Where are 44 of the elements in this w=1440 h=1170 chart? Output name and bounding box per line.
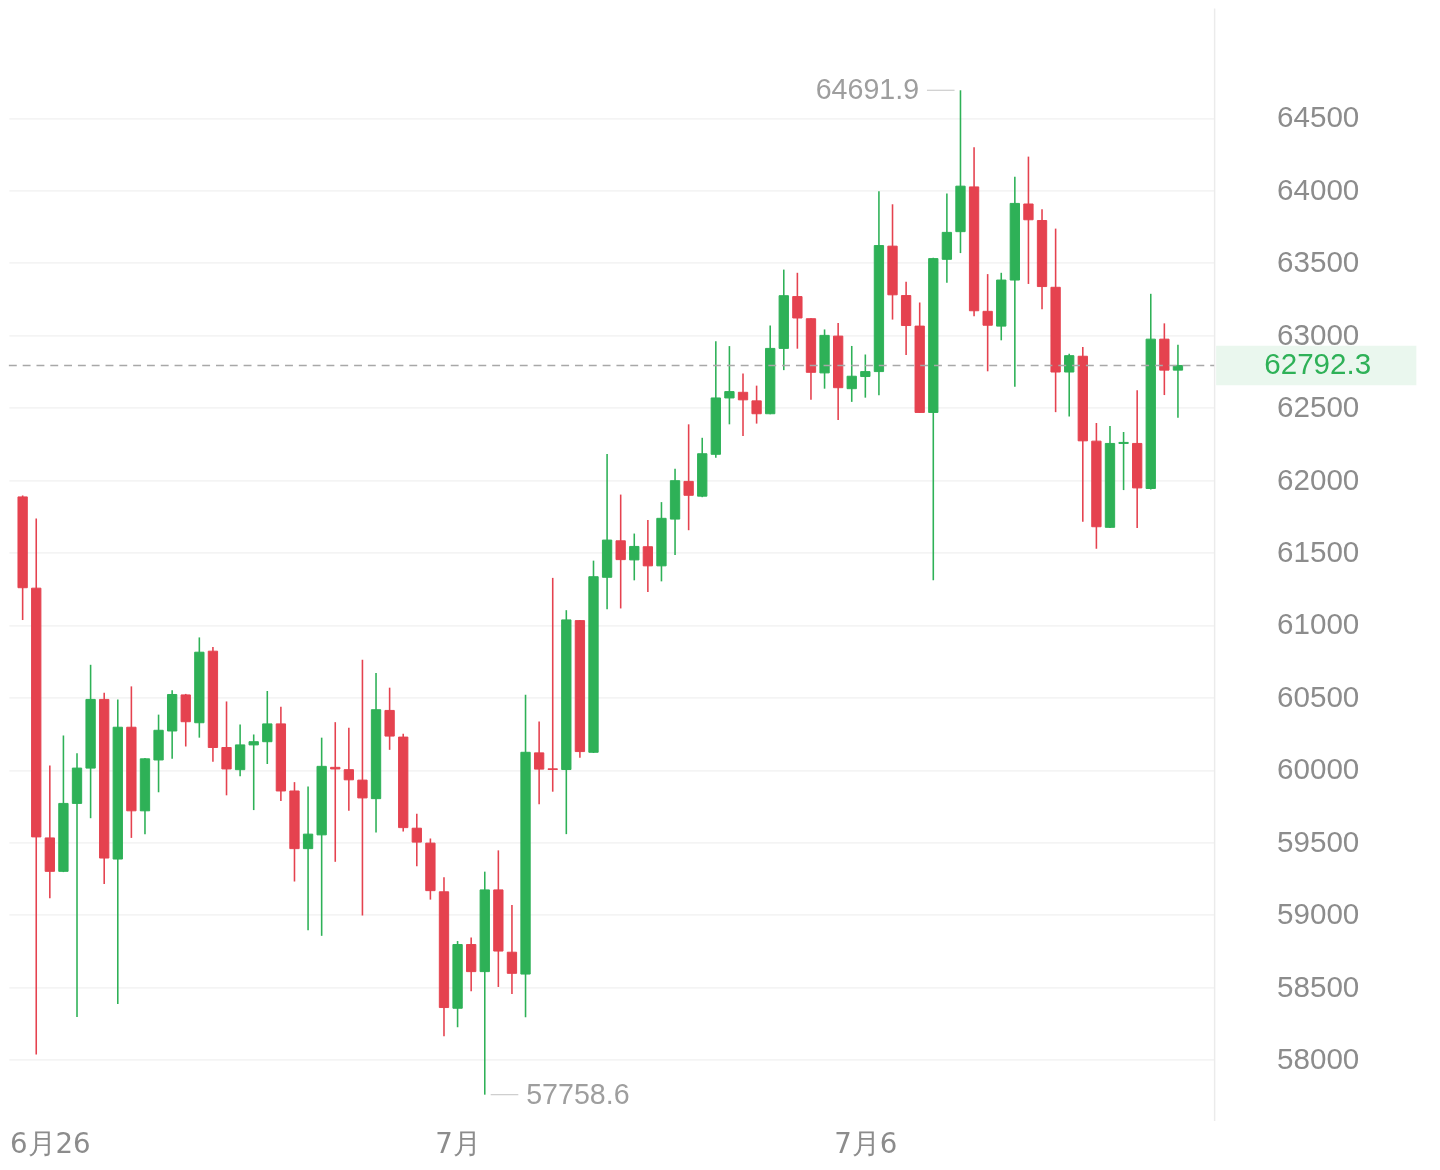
y-tick-label: 64000 (1277, 172, 1360, 206)
candlestick (1118, 431, 1129, 491)
y-tick-label: 60000 (1277, 752, 1360, 786)
candlestick (683, 423, 694, 532)
y-tick-label: 64500 (1277, 100, 1360, 134)
y-tick-label: 62000 (1277, 462, 1360, 496)
x-tick-label: 6月26 (9, 1126, 91, 1160)
candlestick (302, 785, 314, 932)
candlestick (411, 812, 422, 868)
candlestick (1064, 352, 1075, 418)
candlestick (221, 700, 232, 797)
candlestick (262, 690, 273, 765)
candlestick (547, 577, 558, 793)
y-tick-label: 59000 (1277, 897, 1360, 931)
candlestick (860, 353, 871, 399)
candlestick (330, 721, 341, 863)
candlestick (792, 272, 803, 350)
candlestick (1172, 344, 1184, 419)
candlestick (343, 727, 354, 812)
candlestick (642, 519, 654, 593)
y-tick-label: 62500 (1277, 390, 1360, 424)
candlestick (629, 532, 640, 582)
candlestick (751, 384, 762, 425)
y-tick-label: 58000 (1277, 1042, 1360, 1076)
y-tick-label: 61000 (1277, 607, 1360, 641)
candlestick (357, 658, 368, 917)
y-tick-label: 58500 (1277, 969, 1360, 1003)
candlestick (846, 345, 857, 403)
y-tick-label: 63500 (1277, 245, 1360, 279)
x-tick-label: 7月6 (834, 1126, 898, 1160)
candlestick (737, 372, 749, 437)
candlestick (982, 273, 993, 373)
y-tick-label: 61500 (1277, 535, 1360, 569)
candlestick (1023, 155, 1034, 285)
y-tick-label: 60500 (1277, 679, 1360, 713)
candlestick (615, 493, 626, 610)
y-tick-label: 59500 (1277, 824, 1360, 858)
candlestick (506, 904, 518, 995)
candlestick (533, 720, 545, 806)
annotation: 57758.6 (526, 1077, 630, 1110)
x-tick-label: 7月 (435, 1126, 481, 1160)
annotation: 64691.9 (815, 73, 920, 106)
candlestick (724, 345, 735, 426)
candlestick (248, 733, 259, 811)
